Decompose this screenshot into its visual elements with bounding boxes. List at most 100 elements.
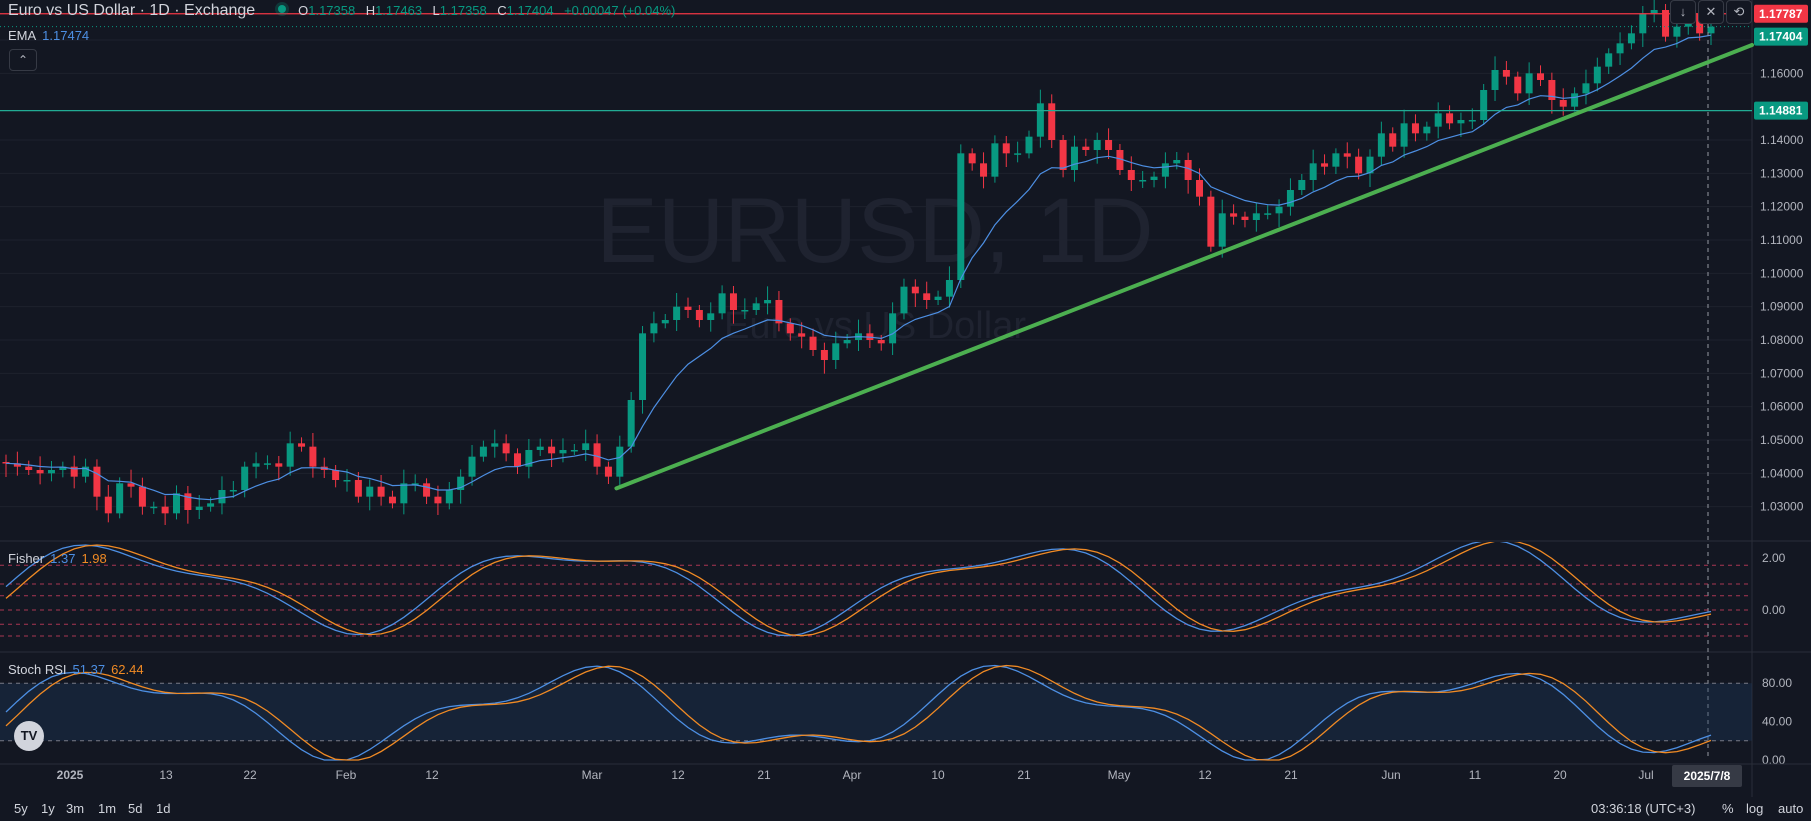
clock-timezone[interactable]: 03:36:18 (UTC+3)	[1591, 801, 1696, 816]
fisher-tick-label: 2.00	[1762, 551, 1786, 565]
price-tick-label: 1.07000	[1760, 366, 1804, 380]
candle-body	[298, 443, 306, 447]
candle-body	[445, 490, 453, 504]
stoch-rsi-legend[interactable]: Stoch RSI 51.37 62.44	[8, 662, 144, 677]
time-tick-label: 2025	[57, 768, 84, 782]
candle-body	[514, 453, 521, 467]
fisher-trigger-line	[5, 542, 1712, 637]
candle-body	[1559, 100, 1567, 107]
fisher-legend-value-1: 1.37	[50, 551, 76, 566]
candle-body	[1036, 103, 1044, 137]
tradingview-logo-icon[interactable]: TV	[14, 721, 44, 751]
candle-body	[1139, 180, 1147, 182]
candle-body	[127, 483, 135, 487]
support-price-badge: 1.14881	[1759, 104, 1803, 118]
screenshot-button[interactable]: ⟲	[1726, 0, 1752, 24]
stoch-tick-label: 40.00	[1762, 715, 1792, 729]
logo-text: TV	[20, 728, 38, 743]
candle-body	[184, 493, 192, 510]
candle-body	[116, 483, 124, 514]
resistance-price-badge: 1.17787	[1759, 7, 1803, 21]
candle-body	[468, 456, 476, 477]
candle-body	[639, 333, 647, 400]
candle-body	[1173, 160, 1181, 164]
stoch-rsi-legend-value-2: 62.44	[111, 662, 144, 677]
percent-scale-toggle[interactable]: %	[1722, 801, 1734, 816]
candle-body	[775, 300, 783, 324]
candle-body	[911, 286, 919, 294]
candle-body	[1389, 133, 1397, 147]
candle-body	[434, 496, 442, 504]
range-5d-button[interactable]: 5d	[128, 801, 143, 816]
price-tick-label: 1.06000	[1760, 400, 1804, 414]
ohlc-low-value: 1.17358	[439, 3, 487, 18]
candle-body	[934, 296, 942, 300]
fullscreen-button[interactable]: ✕	[1698, 0, 1724, 24]
stoch-d-line	[5, 664, 1712, 761]
symbol-title[interactable]: Euro vs US Dollar · 1D · Exchange	[8, 2, 256, 19]
candle-body	[332, 470, 340, 480]
candle-body	[1014, 153, 1022, 155]
candle-body	[343, 480, 351, 482]
time-tick-label: Apr	[843, 768, 862, 782]
price-tick-label: 1.10000	[1760, 266, 1804, 280]
range-3m-button[interactable]: 3m	[66, 801, 85, 816]
collapse-legend-button[interactable]: ⌃	[9, 49, 37, 71]
ema-legend[interactable]: EMA 1.17474	[8, 28, 89, 43]
candle-body	[1343, 153, 1351, 157]
collapse-icon: ✕	[1705, 4, 1717, 19]
auto-scale-toggle[interactable]: auto	[1778, 801, 1804, 816]
grid-lines	[0, 39, 1752, 508]
range-1m-button[interactable]: 1m	[98, 801, 117, 816]
time-tick-label: Feb	[336, 768, 357, 782]
candle-body	[1571, 93, 1579, 107]
candle-body	[377, 486, 385, 497]
price-tick-label: 1.08000	[1760, 333, 1804, 347]
candle-body	[877, 340, 885, 344]
candle-body	[548, 446, 556, 454]
candle-body	[582, 443, 590, 450]
candle-body	[173, 493, 180, 514]
ohlc-high-label: H	[365, 3, 376, 18]
candle-body	[673, 306, 681, 320]
candle-body	[752, 303, 760, 310]
candle-body	[945, 280, 953, 297]
candle-body	[59, 466, 67, 470]
range-5y-button[interactable]: 5y	[14, 801, 28, 816]
stoch-rsi-legend-value-1: 51.37	[72, 662, 106, 677]
candle-body	[1673, 26, 1681, 37]
price-tick-label: 1.03000	[1760, 500, 1804, 514]
candle-body	[93, 466, 101, 497]
candle-body	[1332, 153, 1340, 167]
candles	[2, 0, 1715, 525]
range-1y-button[interactable]: 1y	[41, 801, 55, 816]
range-1d-button[interactable]: 1d	[156, 801, 171, 816]
candle-body	[1423, 126, 1431, 134]
candle-body	[207, 503, 215, 507]
price-tick-label: 1.11000	[1760, 233, 1803, 247]
candle-body	[729, 293, 737, 310]
candle-body	[1411, 123, 1419, 134]
candle-body	[832, 343, 840, 360]
candle-body	[1616, 43, 1624, 54]
candle-body	[1582, 83, 1590, 94]
candle-body	[1161, 163, 1169, 177]
candle-body	[1627, 33, 1635, 44]
time-tick-label: 21	[757, 768, 771, 782]
candle-body	[627, 400, 635, 447]
download-button[interactable]: ↓	[1670, 0, 1696, 24]
candle-body	[1025, 136, 1033, 154]
candle-body	[1116, 150, 1124, 170]
candle-body	[479, 446, 487, 457]
time-tick-label: 20	[1553, 768, 1567, 782]
fisher-legend-value-2: 1.98	[81, 551, 107, 566]
ohlc-high-value: 1.17463	[375, 3, 423, 18]
candle-body	[82, 466, 90, 477]
candle-body	[889, 313, 897, 344]
candle-body	[695, 310, 703, 320]
log-scale-toggle[interactable]: log	[1746, 801, 1764, 816]
candle-body	[491, 443, 499, 447]
fisher-legend[interactable]: Fisher 1.37 1.98	[8, 551, 107, 566]
time-tick-label: 12	[1198, 768, 1212, 782]
